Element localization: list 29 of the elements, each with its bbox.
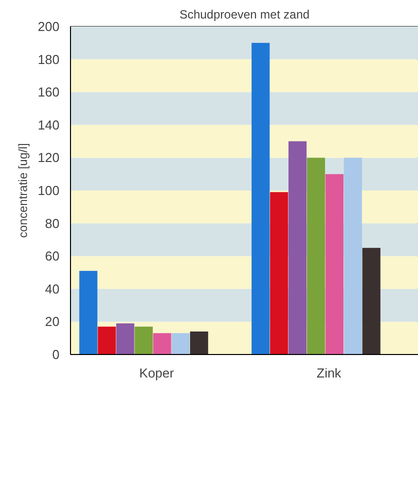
bar [134, 326, 153, 354]
y-tick-label: 100 [38, 183, 60, 198]
y-tick-label: 60 [45, 248, 60, 264]
y-tick-label: 80 [45, 216, 60, 231]
chart-title: Schudproeven met zand [179, 8, 310, 22]
bar [288, 141, 307, 354]
y-tick-label: 20 [45, 314, 60, 330]
bar [344, 158, 362, 354]
y-tick-label: 0 [52, 347, 60, 362]
bar [325, 174, 344, 354]
bar [116, 323, 134, 354]
y-axis-title: concentratie [ug/l] [16, 143, 30, 238]
bar [172, 333, 190, 354]
y-tick-label: 180 [38, 52, 60, 67]
bar [252, 42, 270, 354]
bar [98, 326, 116, 354]
bar [153, 333, 172, 354]
y-tick-label: 40 [45, 281, 60, 296]
bar [190, 332, 208, 354]
y-tick-label: 200 [38, 19, 60, 34]
y-tick-label: 160 [38, 84, 60, 100]
x-tick-label: Koper [139, 366, 175, 380]
y-tick-label: 120 [38, 150, 60, 166]
x-tick-label: Zink [316, 366, 342, 380]
bar [362, 248, 380, 354]
bar [79, 270, 98, 354]
y-tick-label: 140 [38, 117, 60, 132]
bar [306, 158, 326, 354]
bar [270, 192, 288, 354]
